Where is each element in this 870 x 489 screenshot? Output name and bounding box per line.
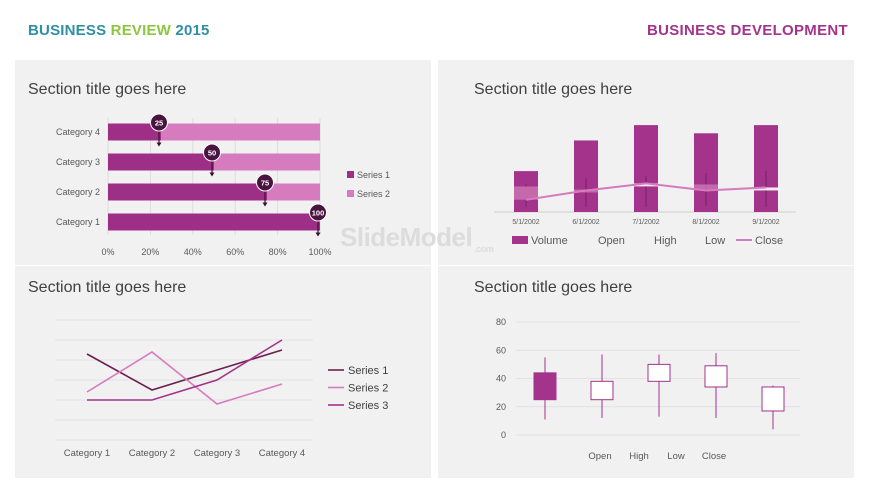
- candle-y-tick: 60: [496, 345, 506, 355]
- stock-open-close-box: [694, 184, 718, 191]
- candle-body: [533, 372, 557, 401]
- bar1-category-label: Category 4: [56, 127, 100, 137]
- bar1-x-tick: 0%: [101, 247, 114, 257]
- bar1-label-pin-arrow: [315, 232, 321, 237]
- bar1-data-label-bubble: [309, 203, 327, 222]
- stock-x-tick: 9/1/2002: [752, 219, 779, 226]
- candle-y-tick: 0: [501, 430, 506, 440]
- stock-x-tick: 6/1/2002: [572, 219, 599, 226]
- candle-body: [704, 365, 728, 388]
- stock-x-tick: 5/1/2002: [512, 219, 539, 226]
- candle-y-tick: 40: [496, 374, 506, 384]
- bar1-data-label-bubble: [203, 143, 221, 162]
- line-x-tick: Category 2: [129, 448, 175, 459]
- bar1-series1-bar: [108, 213, 320, 231]
- candle-body: [647, 363, 671, 382]
- bar1-legend-label: Series 2: [357, 189, 390, 199]
- panel-bottom-left: [15, 266, 431, 478]
- bar1-x-tick: 20%: [141, 247, 159, 257]
- header-right-title: BUSINESS DEVELOPMENT: [646, 22, 848, 39]
- stock-legend-label: Close: [755, 235, 783, 247]
- line-legend-label: Series 2: [348, 383, 388, 395]
- watermark-text: SlideModel: [340, 222, 473, 252]
- bar1-legend-swatch: [347, 190, 354, 197]
- bar1-x-tick: 80%: [269, 247, 287, 257]
- header-title: BUSINESS REVIEW 2015: [28, 22, 210, 39]
- line-x-tick: Category 1: [64, 448, 110, 459]
- watermark: SlideModel .com: [340, 222, 494, 255]
- candle-legend-label: High: [629, 451, 649, 462]
- bar1-series1-bar: [108, 183, 267, 201]
- candle-legend-label: Close: [702, 451, 726, 462]
- stock-x-tick: 8/1/2002: [692, 219, 719, 226]
- stock-open-close-box: [514, 186, 538, 200]
- line-x-tick: Category 3: [194, 448, 240, 459]
- stock-open-close-box: [634, 183, 658, 187]
- bar1-label-pin-arrow: [156, 142, 162, 147]
- bar1-label-pin-arrow: [209, 172, 215, 177]
- bar1-series2-bar: [267, 183, 320, 201]
- stock-legend-label: Volume: [531, 235, 568, 247]
- section-title-2: Section title goes here: [474, 81, 633, 98]
- bar1-label-pin-arrow: [262, 202, 268, 207]
- bar1-series1-bar: [108, 153, 214, 171]
- stock-legend-label: Low: [705, 235, 725, 247]
- stock-legend-swatch: [512, 236, 528, 244]
- stock-open-close-box: [754, 187, 778, 191]
- candle-y-tick: 80: [496, 317, 506, 327]
- bar1-x-tick: 60%: [226, 247, 244, 257]
- candle-y-tick: 20: [496, 402, 506, 412]
- line-x-tick: Category 4: [259, 448, 305, 459]
- bar1-data-label-bubble: [150, 113, 168, 132]
- watermark-suffix: .com: [474, 244, 494, 255]
- candle-body: [590, 380, 614, 401]
- line-series-1: [86, 349, 283, 391]
- bar1-category-label: Category 1: [56, 217, 100, 227]
- line-legend-label: Series 1: [348, 365, 388, 377]
- bar1-data-label: 25: [155, 119, 163, 128]
- line-series-3: [87, 339, 283, 401]
- bar1-legend-swatch: [347, 171, 354, 178]
- bar1-series2-bar: [161, 123, 320, 141]
- bar1-x-tick: 100%: [308, 247, 331, 257]
- stock-legend-label: High: [654, 235, 677, 247]
- stock-x-tick: 7/1/2002: [632, 219, 659, 226]
- line-series-2: [86, 351, 283, 405]
- bar1-data-label: 100: [312, 209, 325, 218]
- bar1-category-label: Category 3: [56, 157, 100, 167]
- line-legend-label: Series 3: [348, 400, 388, 412]
- bar1-x-tick: 40%: [184, 247, 202, 257]
- header-title-part1: BUSINESS: [28, 22, 111, 39]
- header-title-part3: 2015: [175, 22, 210, 39]
- candle-legend-label: Open: [588, 451, 611, 462]
- bar1-legend-label: Series 1: [357, 170, 390, 180]
- panel-bottom-right: [438, 266, 854, 478]
- stock-legend-label: Open: [598, 235, 625, 247]
- bar1-data-label: 75: [261, 179, 269, 188]
- section-title-1: Section title goes here: [28, 81, 187, 98]
- candle-legend-label: Low: [667, 451, 685, 462]
- bar1-data-label-bubble: [256, 173, 274, 192]
- bar1-series2-bar: [214, 153, 320, 171]
- section-title-4: Section title goes here: [474, 279, 633, 296]
- section-title-3: Section title goes here: [28, 279, 187, 296]
- bar1-series1-bar: [108, 123, 161, 141]
- bar1-category-label: Category 2: [56, 187, 100, 197]
- stock-close-line: [525, 182, 767, 201]
- bar1-data-label: 50: [208, 149, 216, 158]
- candle-body: [761, 386, 785, 412]
- header-title-part2: REVIEW: [110, 22, 176, 39]
